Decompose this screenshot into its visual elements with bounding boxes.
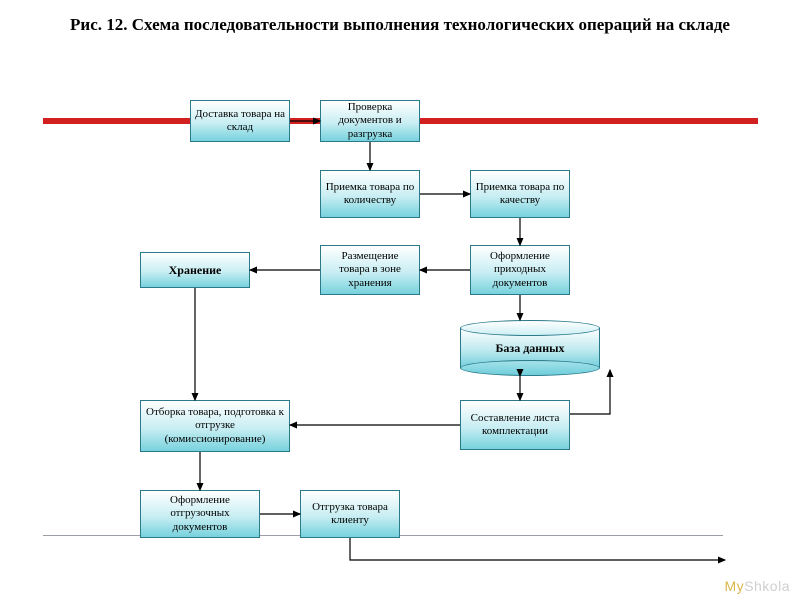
database-cylinder: База данных <box>460 320 600 376</box>
red-bar-3 <box>420 118 758 124</box>
node-label: Составление листа комплектации <box>465 412 565 438</box>
node-delivery: Доставка товара на склад <box>190 100 290 142</box>
node-picking: Отборка товара, подготовка к отгрузке (к… <box>140 400 290 452</box>
node-shipping-docs: Оформление отгрузочных документов <box>140 490 260 538</box>
red-bar-1 <box>43 118 190 124</box>
database-label: База данных <box>495 341 564 356</box>
node-accept-qty: Приемка товара по количеству <box>320 170 420 218</box>
node-storage: Хранение <box>140 252 250 288</box>
node-placement: Размещение товара в зоне хранения <box>320 245 420 295</box>
arrows-layer <box>0 0 800 600</box>
node-label: Оформление отгрузочных документов <box>145 494 255 534</box>
node-label: Отборка товара, подготовка к отгрузке (к… <box>145 406 285 446</box>
node-shipping: Отгрузка товара клиенту <box>300 490 400 538</box>
node-accept-quality: Приемка товара по качеству <box>470 170 570 218</box>
watermark-part2: Shkola <box>744 578 790 594</box>
red-bar-2 <box>290 118 320 124</box>
node-check-docs: Проверка документов и разгрузка <box>320 100 420 142</box>
node-label: Приемка товара по количеству <box>325 181 415 207</box>
watermark: MyShkola <box>725 578 790 594</box>
node-label: Размещение товара в зоне хранения <box>325 250 415 290</box>
node-label: Приемка товара по качеству <box>475 181 565 207</box>
node-picking-list: Составление листа комплектации <box>460 400 570 450</box>
watermark-part1: My <box>725 578 745 594</box>
diagram-canvas: Доставка товара на склад Проверка докуме… <box>0 0 800 600</box>
node-incoming-docs: Оформление приходных документов <box>470 245 570 295</box>
node-label: Отгрузка товара клиенту <box>305 501 395 527</box>
node-label: Проверка документов и разгрузка <box>325 101 415 141</box>
node-label: Доставка товара на склад <box>195 108 285 134</box>
node-label: Оформление приходных документов <box>475 250 565 290</box>
node-label: Хранение <box>169 263 222 277</box>
